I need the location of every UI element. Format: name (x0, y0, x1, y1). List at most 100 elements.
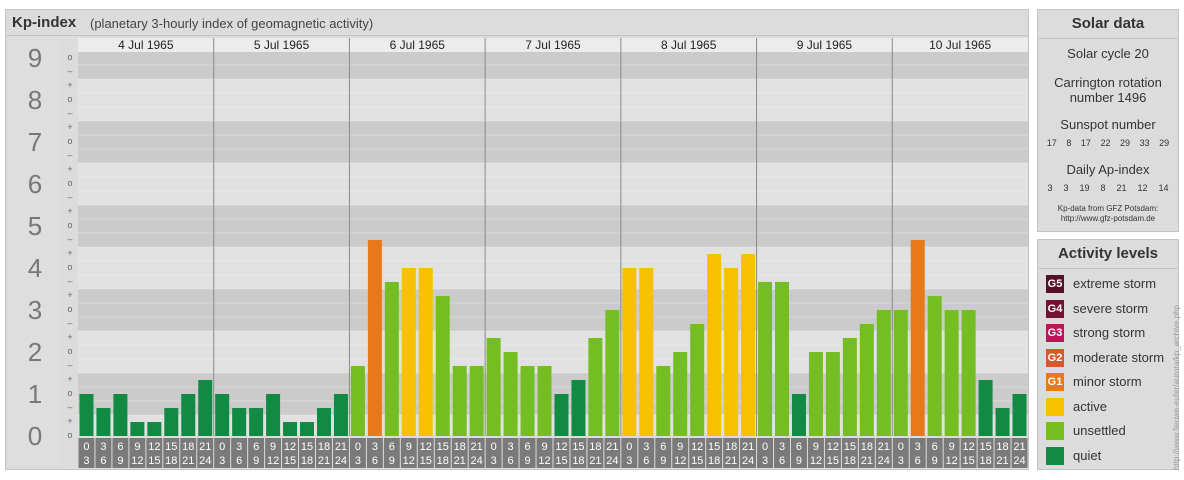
kp-bar (944, 310, 959, 436)
interval-start-label: 12 (963, 441, 975, 453)
interval-start-label: 21 (1013, 441, 1025, 453)
y-tick-label: 2 (27, 337, 43, 367)
kp-bar (96, 407, 111, 436)
interval-box (485, 438, 502, 468)
interval-box (231, 438, 248, 468)
interval-box (807, 438, 824, 468)
interval-box (400, 438, 417, 468)
interval-end-label: 18 (301, 455, 313, 467)
interval-end-label: 18 (708, 455, 720, 467)
y-minor-tick: + (67, 374, 73, 384)
interval-box (197, 438, 214, 468)
interval-end-label: 9 (932, 455, 938, 467)
y-tick-label: 1 (27, 379, 43, 409)
y-minor-tick: + (67, 122, 73, 132)
interval-end-label: 15 (555, 455, 567, 467)
data-source-link[interactable]: http://www.gfz-potsdam.de (1060, 214, 1156, 223)
interval-start-label: 9 (813, 441, 819, 453)
sunspot-value: 17 (1080, 138, 1091, 148)
interval-end-label: 15 (963, 455, 975, 467)
sunspot-value: 17 (1046, 138, 1057, 148)
interval-end-label: 3 (219, 455, 225, 467)
y-minor-tick: + (67, 206, 73, 216)
interval-end-label: 21 (861, 455, 873, 467)
kp-bar (876, 310, 891, 436)
kp-bar (232, 407, 247, 436)
interval-start-label: 9 (677, 441, 683, 453)
interval-start-label: 12 (284, 441, 296, 453)
kp-band (78, 121, 1028, 163)
interval-start-label: 15 (301, 441, 313, 453)
y-minor-tick: – (67, 234, 73, 244)
kp-bar (673, 352, 688, 436)
kp-bar (79, 394, 94, 436)
kp-bar (486, 338, 501, 436)
kp-bar (367, 239, 382, 436)
legend-label: severe storm (1073, 300, 1149, 316)
activity-levels-heading: Activity levels (1038, 240, 1178, 269)
interval-box (621, 438, 638, 468)
credit-url: http://www.fieuwe-eufer/aurora/kp_archiv… (1172, 305, 1181, 470)
kp-bar (333, 394, 348, 436)
interval-box (553, 438, 570, 468)
data-source-label: Kp-data from GFZ Potsdam: (1057, 204, 1159, 213)
y-minor-tick: – (67, 276, 73, 286)
sunspot-value: 8 (1066, 138, 1072, 148)
interval-start-label: 3 (236, 441, 242, 453)
interval-end-label: 18 (437, 455, 449, 467)
y-tick-label: 3 (27, 295, 43, 325)
interval-box (299, 438, 315, 468)
interval-end-label: 15 (691, 455, 703, 467)
interval-end-label: 15 (148, 455, 160, 467)
kp-bar (639, 268, 654, 436)
kp-bar (418, 268, 433, 436)
interval-start-label: 12 (691, 441, 703, 453)
interval-start-label: 9 (134, 441, 140, 453)
legend-label: extreme storm (1073, 276, 1157, 291)
legend-swatch (1046, 422, 1064, 440)
interval-box (858, 438, 875, 468)
interval-start-label: 18 (454, 441, 466, 453)
interval-start-label: 21 (742, 441, 754, 453)
kp-bar (520, 365, 535, 436)
interval-end-label: 6 (372, 455, 378, 467)
interval-start-label: 0 (898, 441, 904, 453)
interval-box (451, 438, 468, 468)
kp-bar (300, 422, 315, 436)
interval-end-label: 18 (844, 455, 856, 467)
kp-band (78, 415, 1028, 436)
interval-start-label: 15 (572, 441, 584, 453)
day-label: 4 Jul 1965 (118, 38, 174, 52)
interval-box (519, 438, 536, 468)
interval-start-label: 6 (932, 441, 938, 453)
sunspot-values: 17 8 17 22 29 33 29 (1038, 138, 1178, 148)
kp-bar (554, 394, 569, 436)
interval-start-label: 18 (861, 441, 873, 453)
interval-start-label: 6 (389, 441, 395, 453)
kp-bar (571, 380, 586, 436)
interval-start-label: 3 (372, 441, 378, 453)
legend-label: moderate storm (1073, 349, 1165, 365)
interval-box (723, 438, 740, 468)
interval-start-label: 0 (355, 441, 361, 453)
interval-box (265, 438, 282, 468)
interval-end-label: 21 (589, 455, 601, 467)
solar-data-panel: Solar data Solar cycle 20 Carrington rot… (1037, 9, 1179, 232)
kp-band (78, 52, 1028, 79)
kp-bar (316, 407, 331, 436)
interval-end-label: 12 (946, 455, 958, 467)
interval-start-label: 21 (878, 441, 890, 453)
interval-end-label: 6 (779, 455, 785, 467)
kp-bar (893, 310, 908, 436)
interval-start-label: 0 (762, 441, 768, 453)
interval-end-label: 3 (83, 455, 89, 467)
interval-end-label: 6 (236, 455, 242, 467)
interval-end-label: 12 (131, 455, 143, 467)
kp-band (78, 247, 1028, 289)
interval-end-label: 6 (915, 455, 921, 467)
kp-bar (775, 281, 790, 436)
interval-end-label: 3 (898, 455, 904, 467)
y-tick-label: 9 (27, 43, 43, 73)
interval-start-label: 12 (420, 441, 432, 453)
y-minor-tick: – (67, 150, 73, 160)
